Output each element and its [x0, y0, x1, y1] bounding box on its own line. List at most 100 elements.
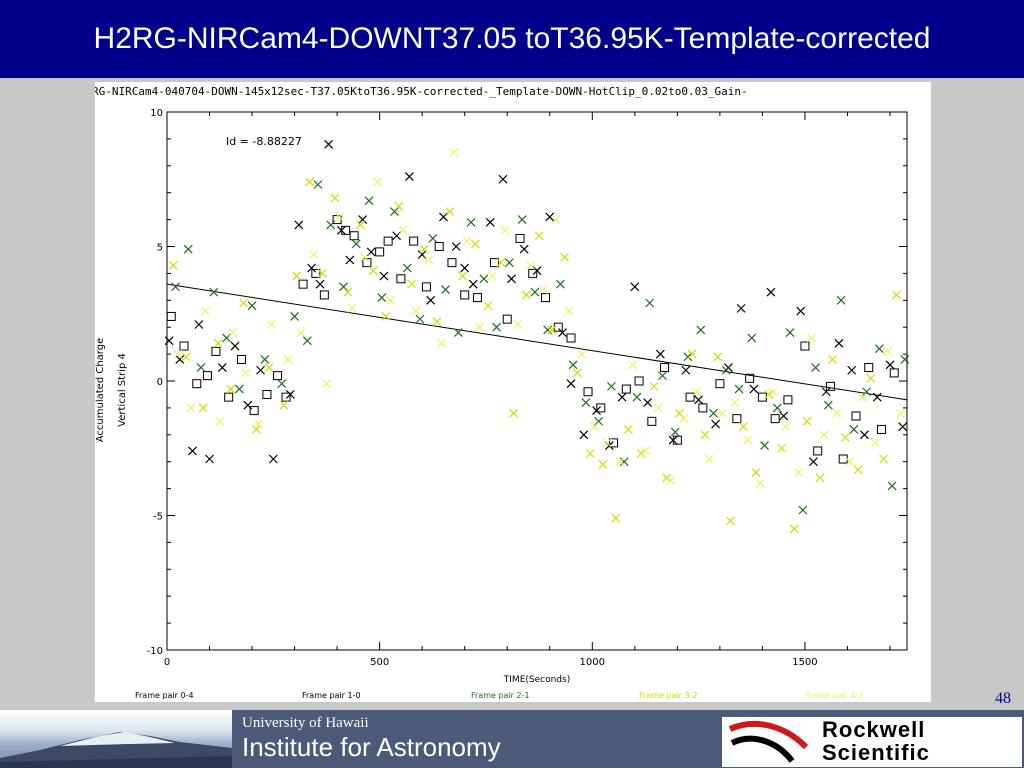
swoosh-icon	[728, 720, 809, 763]
data-point	[173, 349, 183, 359]
data-point	[451, 242, 461, 251]
data-point	[749, 384, 759, 394]
data-point	[617, 392, 627, 402]
data-point	[330, 193, 340, 203]
data-point	[230, 341, 240, 351]
data-point	[302, 336, 312, 346]
data-point	[687, 349, 697, 359]
data-point	[730, 398, 740, 407]
data-point	[838, 454, 848, 464]
data-point	[394, 201, 404, 211]
data-point	[558, 328, 567, 338]
page-number: 48	[995, 690, 1011, 707]
series-1	[166, 215, 899, 464]
data-point	[704, 454, 714, 464]
data-point	[660, 363, 670, 373]
data-point	[757, 392, 767, 402]
mauna-kea-photo	[0, 710, 232, 768]
x-tick-label: 1500	[792, 657, 817, 668]
data-point	[326, 220, 336, 230]
data-point	[513, 320, 523, 329]
data-point	[470, 239, 480, 249]
data-point	[447, 258, 457, 268]
data-point	[766, 287, 776, 297]
data-point	[277, 379, 287, 389]
data-point	[634, 376, 644, 386]
data-point	[760, 441, 769, 450]
data-point	[887, 481, 897, 491]
fit-line	[166, 283, 908, 401]
series-2	[171, 180, 910, 515]
data-point	[666, 476, 676, 485]
data-point	[373, 177, 382, 187]
data-point	[290, 312, 300, 321]
data-point	[534, 231, 544, 241]
data-point	[672, 435, 682, 445]
data-point	[528, 268, 538, 278]
data-point	[611, 513, 621, 523]
data-point	[317, 268, 327, 278]
slide-title: H2RG-NIRCam4-DOWNT37.05 toT36.95K-Templa…	[93, 22, 931, 55]
data-point	[711, 419, 721, 429]
data-point	[860, 430, 869, 440]
data-point	[247, 301, 257, 311]
data-point	[472, 293, 482, 303]
data-point	[543, 325, 553, 335]
data-point	[479, 274, 489, 284]
data-point	[415, 314, 425, 324]
data-point	[685, 392, 695, 402]
data-point	[713, 352, 723, 362]
data-point	[785, 328, 795, 338]
data-point	[432, 317, 442, 327]
data-point	[458, 271, 467, 281]
data-point	[311, 268, 321, 278]
data-point	[898, 422, 908, 432]
data-point	[236, 354, 246, 364]
data-point	[609, 438, 619, 448]
data-point	[273, 371, 283, 381]
data-point	[526, 260, 536, 270]
data-point	[681, 365, 691, 375]
data-point	[445, 207, 455, 216]
data-point	[879, 454, 889, 464]
data-point	[179, 341, 189, 351]
scatter-chart: 0 500 1000 1500 10 5 0 -5 -10 RG-NIRCam4-040704-…	[95, 85, 910, 700]
data-point	[789, 524, 799, 534]
data-point	[768, 387, 778, 397]
data-point	[241, 368, 251, 378]
data-point	[466, 217, 476, 227]
fit-annotation: Id = -8.88227	[226, 135, 302, 148]
data-point	[266, 320, 276, 329]
data-point	[226, 384, 236, 394]
data-point	[876, 424, 886, 434]
data-point	[891, 290, 901, 300]
data-point	[347, 303, 357, 313]
data-point	[260, 355, 270, 364]
data-point	[864, 363, 874, 373]
data-point	[655, 349, 665, 359]
data-point	[198, 403, 208, 413]
data-point	[783, 395, 793, 405]
data-point	[358, 215, 368, 225]
data-point	[213, 338, 223, 348]
data-point	[222, 333, 231, 343]
data-point	[798, 505, 808, 515]
data-point	[692, 387, 701, 397]
data-point	[383, 236, 393, 246]
data-point	[745, 373, 755, 383]
data-point	[375, 247, 385, 257]
data-point	[675, 408, 684, 418]
data-point	[615, 457, 625, 467]
data-point	[715, 379, 725, 389]
legend-entry: Frame pair 1-0	[302, 691, 361, 700]
data-point	[381, 312, 391, 321]
data-point	[568, 360, 578, 370]
data-point	[402, 263, 412, 273]
plot-area	[166, 111, 908, 651]
data-point	[726, 516, 735, 526]
chart-title: RG-NIRCam4-040704-DOWN-145x12sec-T37.05K…	[95, 85, 748, 98]
data-point	[636, 449, 646, 459]
data-point	[641, 446, 650, 456]
data-point	[566, 379, 576, 389]
data-point	[368, 266, 378, 276]
